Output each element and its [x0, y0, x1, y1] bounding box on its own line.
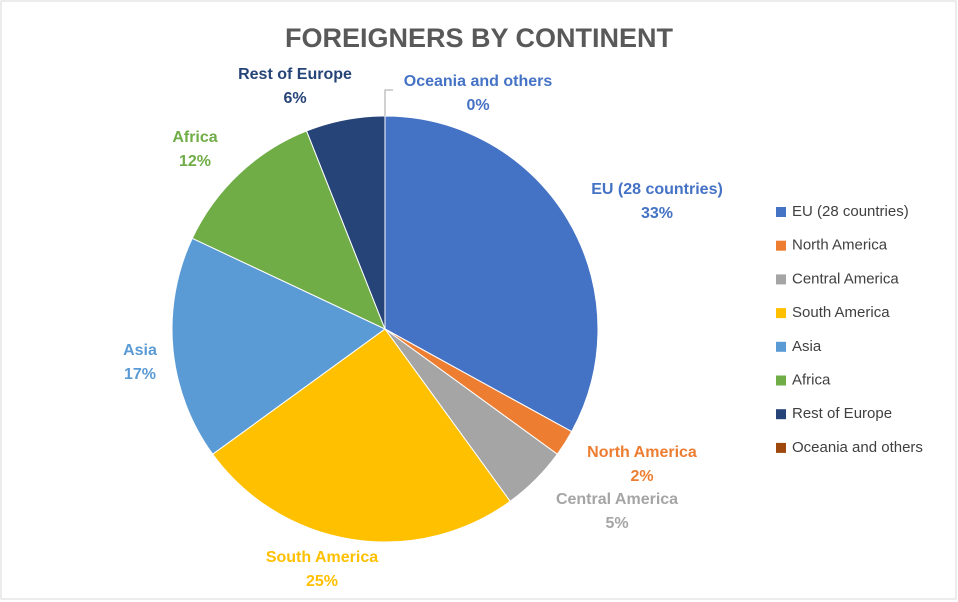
data-label-category: South America	[266, 549, 378, 566]
legend-swatch	[776, 375, 786, 386]
data-label-value: 5%	[605, 515, 628, 532]
chart-title: FOREIGNERS BY CONTINENT	[285, 23, 674, 53]
data-label-category: Asia	[123, 342, 157, 359]
legend-label: Rest of Europe	[792, 405, 892, 422]
legend-label: Oceania and others	[792, 439, 923, 456]
data-label-value: 25%	[306, 573, 338, 590]
data-label-category: Africa	[172, 129, 217, 146]
legend-swatch	[776, 341, 786, 352]
data-label-category: Rest of Europe	[238, 66, 352, 83]
legend-swatch	[776, 409, 786, 420]
legend-swatch	[776, 240, 786, 251]
data-label-value: 12%	[179, 153, 211, 170]
legend-label: Central America	[792, 270, 899, 287]
data-label-value: 2%	[630, 468, 653, 485]
data-label-value: 6%	[283, 90, 306, 107]
pie-slice	[384, 115, 599, 433]
data-label-category: North America	[587, 444, 697, 461]
legend-swatch	[776, 308, 786, 319]
legend-label: EU (28 countries)	[792, 203, 909, 220]
legend-label: Africa	[792, 371, 831, 388]
pie-slice	[211, 328, 511, 543]
data-label-value: 0%	[466, 97, 489, 114]
legend-label: South America	[792, 304, 890, 321]
legend-swatch	[776, 274, 786, 285]
data-label-category: EU (28 countries)	[591, 181, 723, 198]
data-label-value: 33%	[641, 205, 673, 222]
data-label-value: 17%	[124, 366, 156, 383]
legend-swatch	[776, 442, 786, 453]
pie-slice	[191, 130, 386, 330]
legend-label: Asia	[792, 338, 822, 355]
legend-label: North America	[792, 237, 888, 254]
data-label-category: Central America	[556, 491, 678, 508]
legend-swatch	[776, 207, 786, 217]
data-label-category: Oceania and others	[404, 73, 553, 90]
leader-line	[384, 89, 393, 116]
pie-slice	[171, 237, 386, 455]
